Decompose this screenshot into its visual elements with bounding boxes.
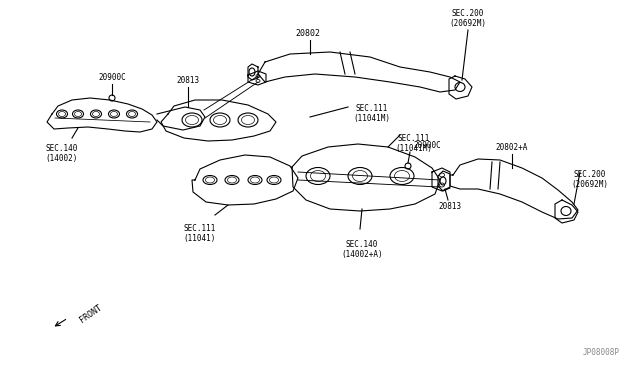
Text: SEC.111
(11041M): SEC.111 (11041M): [396, 134, 433, 153]
Text: FRONT: FRONT: [78, 303, 104, 325]
Text: SEC.140
(14002+A): SEC.140 (14002+A): [341, 240, 383, 259]
Text: 20813: 20813: [177, 76, 200, 85]
Text: 20900C: 20900C: [98, 73, 126, 82]
Text: SEC.111
(11041M): SEC.111 (11041M): [353, 104, 390, 124]
Text: 20802+A: 20802+A: [496, 143, 528, 152]
Text: 20813: 20813: [438, 202, 461, 211]
Text: JP08008P: JP08008P: [583, 348, 620, 357]
Text: SEC.140
(14002): SEC.140 (14002): [46, 144, 78, 163]
Text: SEC.111
(11041): SEC.111 (11041): [184, 224, 216, 243]
Text: 20802: 20802: [296, 29, 321, 38]
Text: SEC.200
(20692M): SEC.200 (20692M): [572, 170, 609, 189]
Text: SEC.200
(20692M): SEC.200 (20692M): [449, 9, 486, 28]
Text: 20900C: 20900C: [413, 141, 441, 150]
